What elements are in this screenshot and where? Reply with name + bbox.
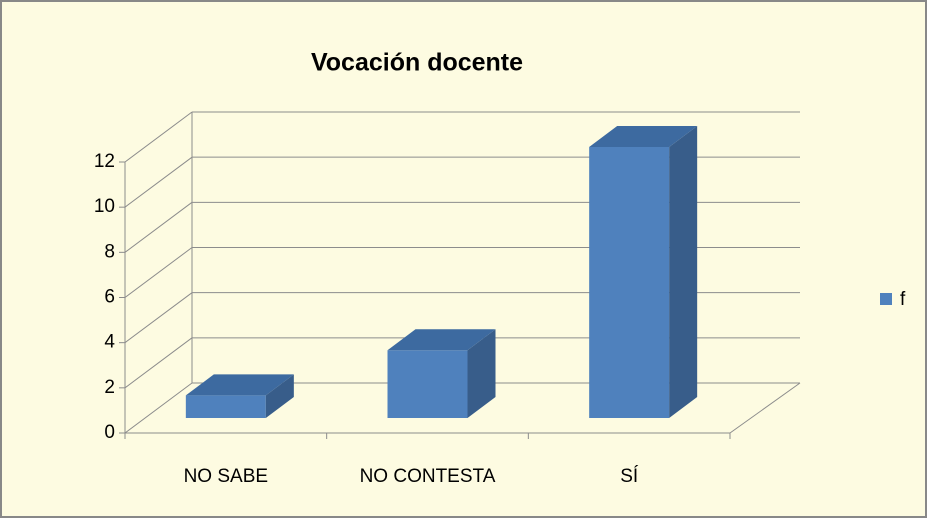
bar-side [669, 126, 698, 418]
grid-line-side [124, 292, 193, 344]
y-tick-label: 6 [104, 287, 115, 308]
bar [589, 126, 698, 418]
bar [387, 329, 496, 418]
bar-front [185, 395, 266, 418]
x-tick-label: SÍ [620, 466, 639, 487]
chart-title: Vocación docente [311, 49, 523, 77]
legend-label: f [900, 289, 906, 310]
bar-front [589, 147, 670, 418]
bar-top [589, 126, 698, 147]
y-tick-label: 8 [104, 241, 115, 262]
y-tick-label: 0 [104, 422, 115, 443]
legend-swatch [880, 293, 892, 305]
y-tick-label: 4 [104, 332, 115, 353]
y-tick-label: 10 [94, 196, 115, 217]
y-tick-label: 2 [104, 377, 115, 398]
x-tick-label: NO CONTESTA [360, 466, 496, 487]
grid-line-side [124, 337, 193, 389]
y-tick-label: 12 [94, 151, 115, 172]
grid-line-side [124, 156, 193, 208]
grid-line-side [124, 111, 193, 163]
grid-line-side [124, 247, 193, 298]
bar-top [185, 374, 294, 396]
grid-line-side [124, 201, 193, 253]
bar-top [387, 329, 496, 351]
bar-side [265, 374, 294, 418]
x-tick-label: NO SABE [184, 466, 268, 487]
bar-side [467, 329, 496, 418]
bar [185, 374, 294, 418]
bar-front [387, 350, 468, 418]
floor-right [729, 382, 801, 434]
grid-line-side [124, 382, 193, 434]
